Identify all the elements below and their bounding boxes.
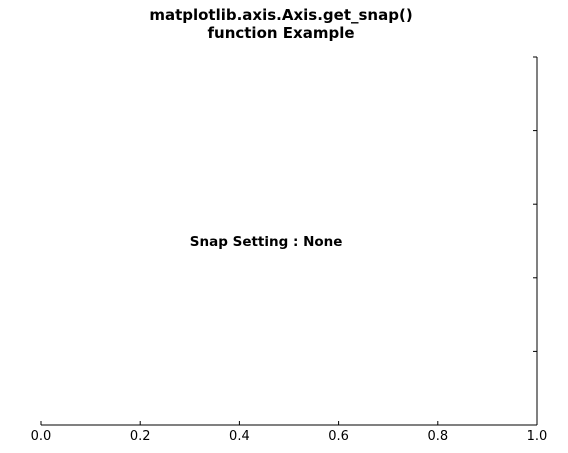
x-tick-label: 0.8 — [427, 429, 448, 444]
x-tick-label: 0.2 — [130, 429, 151, 444]
x-tick-label: 0.4 — [229, 429, 250, 444]
chart-title-line-1: matplotlib.axis.Axis.get_snap() — [149, 6, 412, 24]
x-tick-label: 1.0 — [527, 429, 548, 444]
chart-title-line-2: function Example — [207, 24, 354, 42]
y-ticks — [533, 56, 537, 426]
snap-setting-annotation: Snap Setting : None — [190, 234, 343, 250]
axes: 0.0 0.2 0.4 0.6 0.8 1.0 — [31, 56, 548, 444]
x-tick-label: 0.6 — [328, 429, 349, 444]
x-tick-label: 0.0 — [31, 429, 52, 444]
x-ticks: 0.0 0.2 0.4 0.6 0.8 1.0 — [31, 421, 548, 444]
